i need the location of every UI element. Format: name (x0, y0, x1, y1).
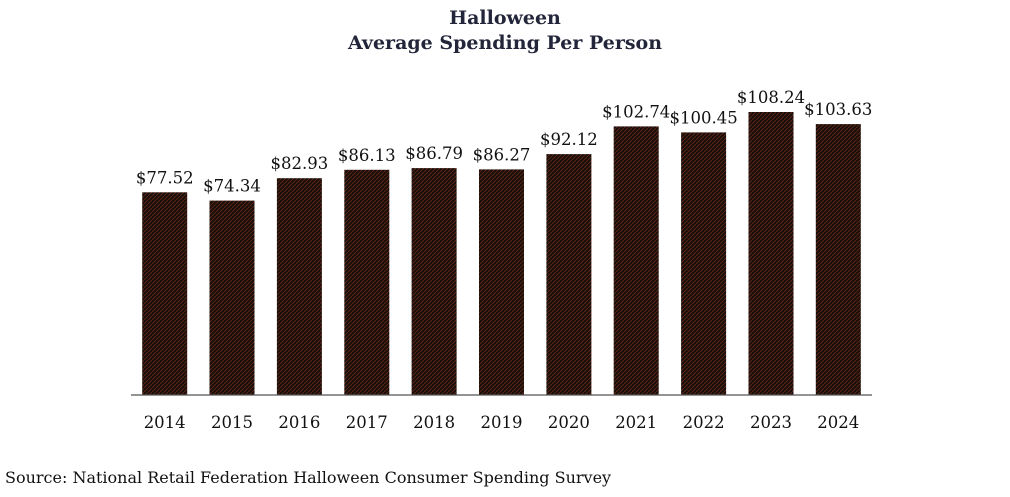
x-tick-label-2021: 2021 (615, 413, 657, 432)
bar-2021 (613, 126, 659, 396)
value-label-2024: $103.63 (804, 100, 872, 119)
value-label-2018: $86.79 (405, 144, 463, 163)
x-tick-label-2015: 2015 (211, 413, 253, 432)
x-tick-labels-group: 2014 2015 2016 2017 2018 2019 2020 2021 2022 2023… (144, 413, 860, 432)
value-label-2020: $92.12 (540, 130, 598, 149)
bar-2020 (546, 154, 592, 395)
bar-2024 (815, 124, 861, 395)
x-tick-label-2024: 2024 (817, 413, 859, 432)
bar-2023 (748, 112, 794, 395)
value-label-2023: $108.24 (737, 88, 805, 107)
x-tick-label-2023: 2023 (750, 413, 792, 432)
source-note: Source: National Retail Federation Hallo… (5, 468, 612, 487)
value-label-2017: $86.13 (338, 146, 396, 165)
bars-group (142, 112, 861, 396)
chart-title-block: Halloween Average Spending Per Person (0, 6, 1010, 56)
value-labels-group: $77.52 $74.34 $82.93 $86.13 $86.79 $86.27 $92.… (136, 88, 873, 196)
value-label-2019: $86.27 (473, 145, 531, 164)
x-tick-label-2019: 2019 (481, 413, 523, 432)
bar-2022 (681, 132, 727, 395)
x-tick-label-2018: 2018 (413, 413, 455, 432)
x-tick-label-2022: 2022 (683, 413, 725, 432)
x-tick-label-2016: 2016 (278, 413, 320, 432)
bar-2017 (344, 169, 390, 395)
x-tick-label-2017: 2017 (346, 413, 388, 432)
value-label-2022: $100.45 (669, 108, 737, 127)
chart-subtitle: Average Spending Per Person (347, 32, 663, 54)
chart-title: Halloween (449, 7, 561, 29)
bar-2019 (479, 169, 524, 395)
value-label-2014: $77.52 (136, 168, 194, 187)
bar-2015 (209, 200, 255, 395)
bar-2016 (276, 178, 322, 395)
value-label-2016: $82.93 (271, 154, 329, 173)
x-tick-label-2020: 2020 (548, 413, 590, 432)
value-label-2015: $74.34 (203, 177, 261, 196)
bar-2014 (142, 192, 188, 395)
value-label-2021: $102.74 (602, 102, 670, 121)
x-tick-label-2014: 2014 (144, 413, 186, 432)
bar-2018 (411, 168, 457, 395)
